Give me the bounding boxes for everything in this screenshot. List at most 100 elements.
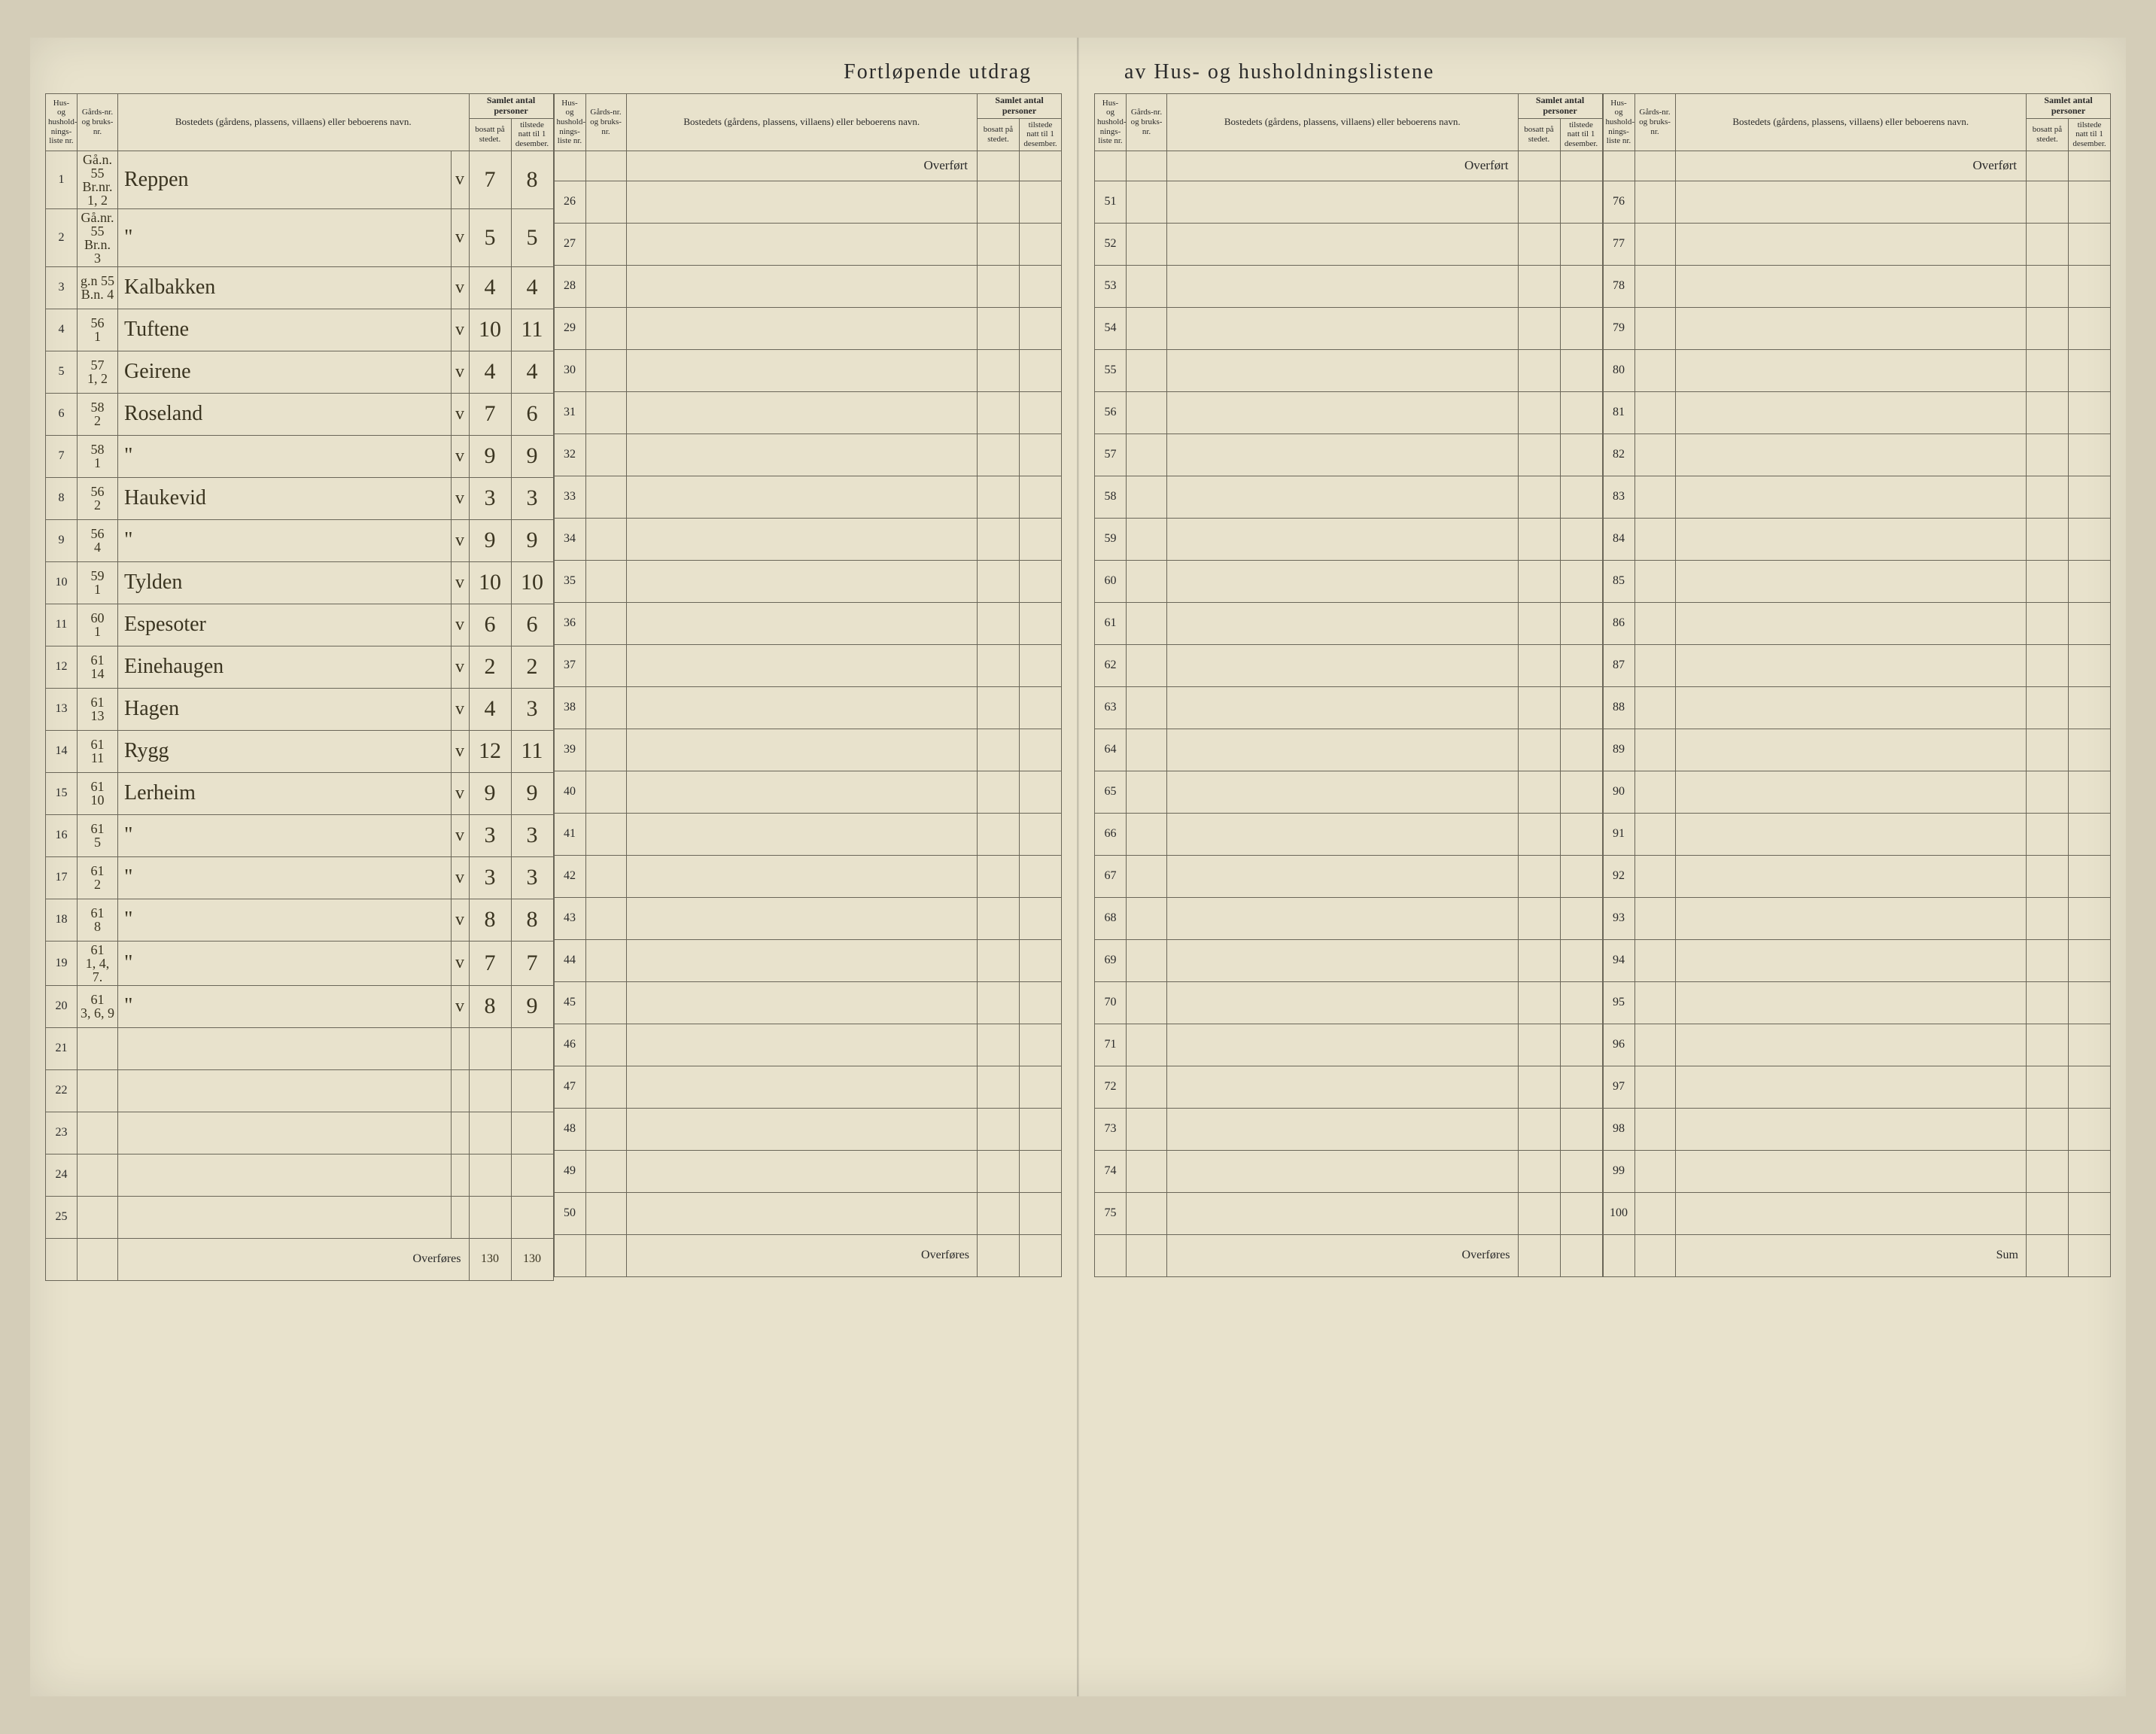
name-cell	[1675, 897, 2027, 939]
tilstede-cell	[1560, 686, 1602, 729]
name-cell	[1167, 560, 1519, 602]
name-cell	[1675, 1192, 2027, 1234]
row-number: 17	[46, 856, 78, 899]
tick-cell: v	[451, 208, 469, 266]
table-row: 36	[554, 602, 1062, 644]
gard-cell	[1634, 223, 1675, 265]
tilstede-cell	[1020, 897, 1062, 939]
row-number: 57	[1095, 434, 1127, 476]
name-cell	[1167, 307, 1519, 349]
name-cell: Haukevid	[118, 477, 452, 519]
bosatt-cell	[2027, 1024, 2069, 1066]
gard-cell: 591	[78, 561, 118, 604]
tilstede-cell	[1560, 1066, 1602, 1108]
tick-cell: v	[451, 393, 469, 435]
name-cell	[1167, 602, 1519, 644]
table-row: 48	[554, 1108, 1062, 1150]
gard-cell	[585, 813, 626, 855]
table-row: 5571, 2Geirenev44	[46, 351, 554, 393]
row-number: 5	[46, 351, 78, 393]
table-row: 3g.n 55B.n. 4Kalbakkenv44	[46, 266, 554, 309]
row-number: 85	[1603, 560, 1634, 602]
table-row: 22	[46, 1069, 554, 1112]
section-c: Hus- og hushold-nings-liste nr. Gårds-nr…	[1094, 93, 1603, 1677]
row-number: 95	[1603, 981, 1634, 1024]
name-cell	[1675, 307, 2027, 349]
section-a: Hus- og hushold-nings-liste nr. Gårds-nr…	[45, 93, 554, 1677]
name-cell	[1675, 1024, 2027, 1066]
tilstede-cell	[1020, 1024, 1062, 1066]
gard-cell	[1127, 265, 1167, 307]
gard-cell	[1127, 434, 1167, 476]
name-cell	[1675, 391, 2027, 434]
name-cell	[1167, 939, 1519, 981]
name-cell	[1167, 644, 1519, 686]
name-cell	[626, 265, 978, 307]
header-name: Bostedets (gårdens, plassens, villaens) …	[118, 94, 470, 151]
name-cell	[1675, 855, 2027, 897]
gard-cell	[585, 602, 626, 644]
gard-cell	[1634, 981, 1675, 1024]
tick-cell: v	[451, 899, 469, 941]
bosatt-cell	[1518, 729, 1560, 771]
name-cell	[626, 686, 978, 729]
overfores-label: Overføres	[118, 1238, 470, 1280]
tilstede-cell: 9	[511, 772, 553, 814]
table-row: 52	[1095, 223, 1603, 265]
gard-cell	[1634, 1108, 1675, 1150]
name-cell	[1675, 602, 2027, 644]
bosatt-cell	[978, 1024, 1020, 1066]
table-row: 7581"v99	[46, 435, 554, 477]
bosatt-cell: 4	[469, 266, 511, 309]
bosatt-cell: 3	[469, 477, 511, 519]
tilstede-cell: 6	[511, 604, 553, 646]
name-cell	[626, 181, 978, 223]
table-row: 51	[1095, 181, 1603, 223]
header-bosatt: bosatt på stedet.	[978, 118, 1020, 151]
bosatt-cell	[978, 181, 1020, 223]
tilstede-cell: 4	[511, 351, 553, 393]
gard-cell	[1127, 897, 1167, 939]
bosatt-cell	[2027, 476, 2069, 518]
tick-cell: v	[451, 688, 469, 730]
bosatt-cell	[2027, 265, 2069, 307]
tilstede-cell	[1020, 602, 1062, 644]
tilstede-cell	[1560, 813, 1602, 855]
section-d: Hus- og hushold-nings-liste nr. Gårds-nr…	[1603, 93, 2112, 1677]
table-row: 4561Tuftenev1011	[46, 309, 554, 351]
table-row: 146111Ryggv1211	[46, 730, 554, 772]
tilstede-cell	[2069, 1150, 2111, 1192]
bosatt-cell	[1518, 771, 1560, 813]
gard-cell	[1634, 560, 1675, 602]
bosatt-cell	[2027, 518, 2069, 560]
tilstede-cell	[2069, 434, 2111, 476]
table-row: 30	[554, 349, 1062, 391]
name-cell	[1675, 981, 2027, 1024]
gard-cell	[1634, 686, 1675, 729]
table-row: 92	[1603, 855, 2111, 897]
row-number: 40	[554, 771, 585, 813]
name-cell	[626, 434, 978, 476]
tilstede-cell	[1560, 307, 1602, 349]
name-cell	[626, 644, 978, 686]
name-cell	[1167, 518, 1519, 560]
row-number: 88	[1603, 686, 1634, 729]
name-cell	[1167, 686, 1519, 729]
row-number: 56	[1095, 391, 1127, 434]
tilstede-cell	[1560, 476, 1602, 518]
gard-cell	[1634, 476, 1675, 518]
row-number: 33	[554, 476, 585, 518]
name-cell	[626, 729, 978, 771]
gard-cell	[585, 981, 626, 1024]
name-cell	[118, 1027, 452, 1069]
row-number: 4	[46, 309, 78, 351]
gard-cell	[1634, 855, 1675, 897]
table-row: 16615"v33	[46, 814, 554, 856]
tick-cell	[451, 1027, 469, 1069]
overfores-label: Overføres	[1167, 1234, 1519, 1276]
table-row: 90	[1603, 771, 2111, 813]
table-row: 31	[554, 391, 1062, 434]
bosatt-cell	[2027, 560, 2069, 602]
bosatt-cell	[2027, 349, 2069, 391]
tilstede-cell	[1560, 1150, 1602, 1192]
